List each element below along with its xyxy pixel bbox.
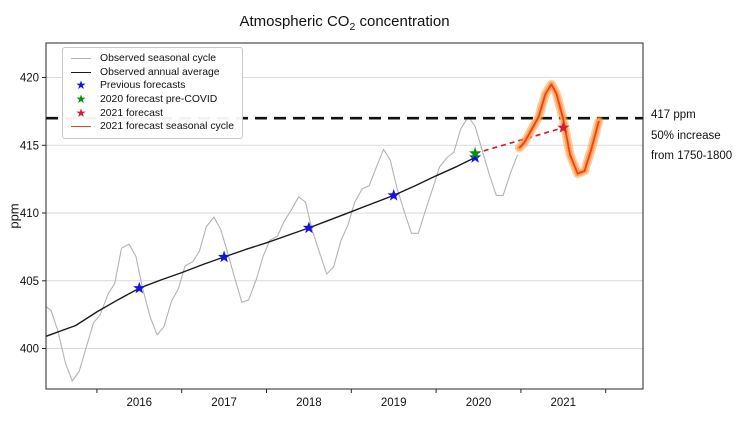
legend: Observed seasonal cycle Observed annual … xyxy=(62,47,244,139)
legend-item-label: Previous forecasts xyxy=(100,80,186,92)
legend-item-previous-forecasts: ★ Previous forecasts xyxy=(69,79,234,93)
chart-title-subscript: 2 xyxy=(349,21,356,33)
svg-text:405: 405 xyxy=(20,276,39,288)
y-axis-label: ppm xyxy=(6,203,22,229)
threshold-annotation-line3: from 1750-1800 xyxy=(651,150,733,162)
svg-text:410: 410 xyxy=(20,208,39,220)
legend-item-forecast-seasonal: 2021 forecast seasonal cycle xyxy=(69,120,234,134)
svg-text:2019: 2019 xyxy=(381,397,407,409)
legend-star-icon: ★ xyxy=(75,105,87,120)
legend-item-label: Observed annual average xyxy=(100,66,220,78)
legend-gray-line-icon xyxy=(69,58,93,60)
legend-line-icon xyxy=(71,126,91,128)
svg-text:2020: 2020 xyxy=(466,397,492,409)
chart-title: Atmospheric CO2 concentration xyxy=(46,13,643,33)
legend-item-2020-forecast: ★ 2020 forecast pre-COVID xyxy=(69,93,234,107)
chart-title-suffix: concentration xyxy=(355,13,450,30)
threshold-annotation-line2: 50% increase xyxy=(651,129,721,142)
legend-item-label: 2021 forecast xyxy=(100,107,163,119)
threshold-annotation-line1: 417 ppm xyxy=(651,109,696,121)
legend-green-star-icon: ★ xyxy=(69,92,93,107)
legend-item-observed-annual: Observed annual average xyxy=(69,66,234,80)
legend-line-icon xyxy=(71,58,91,60)
legend-item-2021-forecast: ★ 2021 forecast xyxy=(69,106,234,120)
svg-text:2018: 2018 xyxy=(296,397,322,409)
svg-text:420: 420 xyxy=(20,73,39,85)
legend-star-icon: ★ xyxy=(75,78,87,93)
threshold-annotation: 417 ppm 50% increase from 1750-1800 xyxy=(651,105,732,167)
chart-title-prefix: Atmospheric CO xyxy=(239,13,350,30)
svg-text:2021: 2021 xyxy=(551,397,577,409)
legend-red-star-icon: ★ xyxy=(69,105,93,120)
legend-item-label: 2021 forecast seasonal cycle xyxy=(100,121,235,133)
svg-text:2017: 2017 xyxy=(211,397,237,409)
svg-text:2016: 2016 xyxy=(127,397,153,409)
svg-text:415: 415 xyxy=(20,140,39,152)
legend-line-icon xyxy=(71,71,91,73)
legend-red-line-icon xyxy=(69,126,93,128)
legend-item-label: Observed seasonal cycle xyxy=(100,53,217,65)
legend-star-icon: ★ xyxy=(75,92,87,107)
legend-black-line-icon xyxy=(69,71,93,73)
legend-item-observed-seasonal: Observed seasonal cycle xyxy=(69,52,234,66)
legend-item-label: 2020 forecast pre-COVID xyxy=(100,94,218,106)
legend-blue-star-icon: ★ xyxy=(69,78,93,93)
svg-text:400: 400 xyxy=(20,344,39,356)
